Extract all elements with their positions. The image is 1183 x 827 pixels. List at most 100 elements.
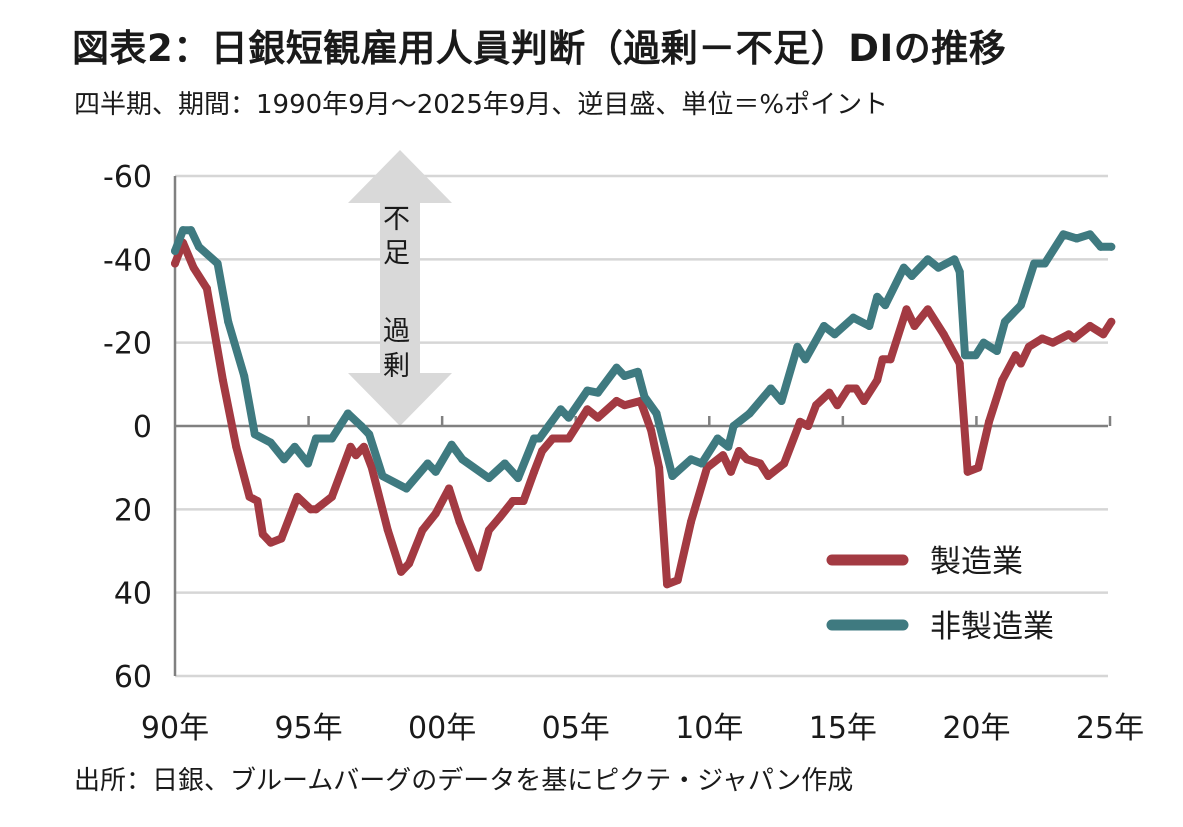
data-point bbox=[171, 259, 179, 268]
data-point bbox=[843, 384, 852, 393]
data-point bbox=[583, 386, 592, 395]
data-point bbox=[687, 455, 696, 464]
data-point bbox=[186, 226, 195, 235]
data-point bbox=[984, 417, 993, 426]
data-point bbox=[351, 451, 360, 460]
x-tick-label: 95年 bbox=[274, 711, 342, 746]
axes bbox=[173, 176, 1112, 676]
data-point bbox=[640, 392, 649, 401]
annotation-shortage-bottom: 足 bbox=[383, 238, 410, 269]
x-axis-ticks: 90年 95年 00年 05年 10年 15年 20年 25年 bbox=[141, 711, 1144, 746]
data-point bbox=[1107, 242, 1116, 251]
data-point bbox=[859, 397, 868, 405]
x-tick-label: 10年 bbox=[675, 711, 743, 746]
data-point bbox=[357, 422, 366, 430]
data-point bbox=[444, 484, 453, 493]
data-point bbox=[327, 434, 336, 443]
x-tick-label: 20年 bbox=[942, 711, 1010, 746]
data-point bbox=[484, 526, 493, 535]
data-point bbox=[873, 292, 882, 301]
data-point bbox=[418, 526, 427, 535]
data-point bbox=[458, 455, 467, 464]
y-tick-label: 40 bbox=[114, 577, 152, 612]
legend-label-manufacturing: 製造業 bbox=[930, 544, 1023, 580]
data-point bbox=[564, 413, 573, 422]
data-point bbox=[171, 247, 179, 255]
data-point bbox=[849, 313, 858, 322]
data-point bbox=[777, 397, 786, 405]
data-point bbox=[992, 347, 1001, 355]
data-point bbox=[886, 355, 895, 364]
annotation-surplus-top: 過 bbox=[383, 316, 410, 347]
data-point bbox=[1024, 342, 1033, 351]
data-point bbox=[548, 434, 557, 443]
data-point bbox=[612, 397, 621, 405]
data-point bbox=[724, 442, 733, 451]
data-point bbox=[873, 376, 882, 385]
y-tick-label: -60 bbox=[103, 160, 152, 195]
data-point bbox=[668, 472, 677, 480]
data-point bbox=[713, 434, 722, 443]
data-point bbox=[1096, 242, 1105, 251]
data-point bbox=[311, 505, 320, 514]
data-point bbox=[979, 338, 988, 347]
data-point bbox=[258, 530, 267, 539]
data-point bbox=[508, 497, 517, 505]
x-tick-label: 15年 bbox=[809, 711, 877, 746]
data-point bbox=[801, 355, 810, 364]
data-point bbox=[1016, 301, 1025, 310]
data-point bbox=[583, 405, 592, 414]
data-point bbox=[359, 442, 368, 451]
data-point bbox=[1048, 338, 1057, 347]
data-point bbox=[367, 463, 376, 472]
data-point bbox=[647, 426, 656, 435]
data-point bbox=[202, 284, 211, 293]
data-point bbox=[796, 417, 805, 426]
data-point bbox=[851, 384, 860, 393]
data-point bbox=[293, 492, 302, 501]
data-point bbox=[830, 330, 839, 339]
data-point bbox=[593, 413, 602, 422]
y-tick-label: 0 bbox=[133, 410, 152, 445]
data-point bbox=[397, 567, 406, 576]
data-point bbox=[878, 355, 887, 364]
data-point bbox=[431, 509, 440, 518]
data-point bbox=[311, 434, 320, 443]
series-lines bbox=[171, 226, 1116, 589]
data-point bbox=[907, 272, 916, 280]
data-point bbox=[240, 372, 249, 380]
data-point bbox=[290, 442, 299, 451]
y-tick-label: 60 bbox=[114, 660, 152, 695]
data-point bbox=[455, 517, 464, 526]
data-point bbox=[881, 301, 890, 310]
data-point bbox=[756, 459, 765, 468]
data-point bbox=[955, 359, 964, 368]
chart-title: 図表2：日銀短観雇用人員判断（過剰－不足）DIの推移 bbox=[72, 27, 1007, 70]
y-axis-ticks: -60 -40 -20 0 20 40 60 bbox=[103, 160, 152, 695]
data-point bbox=[766, 384, 775, 393]
data-point bbox=[383, 526, 392, 535]
data-point bbox=[820, 322, 829, 330]
x-tick-label: 90年 bbox=[141, 711, 209, 746]
data-point bbox=[804, 422, 813, 430]
data-point bbox=[612, 363, 621, 372]
data-point bbox=[687, 517, 696, 526]
data-point bbox=[1086, 322, 1095, 330]
data-point bbox=[266, 438, 275, 447]
data-point bbox=[923, 305, 932, 314]
data-point bbox=[902, 305, 911, 314]
data-point bbox=[1086, 230, 1095, 239]
data-point bbox=[564, 434, 573, 443]
data-point bbox=[780, 459, 789, 468]
data-point bbox=[812, 401, 821, 410]
data-point bbox=[998, 376, 1007, 385]
data-point bbox=[745, 409, 754, 418]
series-line-non_manufacturing bbox=[171, 226, 1116, 493]
data-point bbox=[963, 467, 972, 476]
data-point bbox=[1059, 230, 1068, 239]
data-point bbox=[1038, 334, 1047, 343]
shortage-surplus-arrow: 不 足 過 剰 bbox=[348, 150, 452, 426]
data-point bbox=[474, 563, 483, 572]
data-point bbox=[718, 451, 727, 460]
